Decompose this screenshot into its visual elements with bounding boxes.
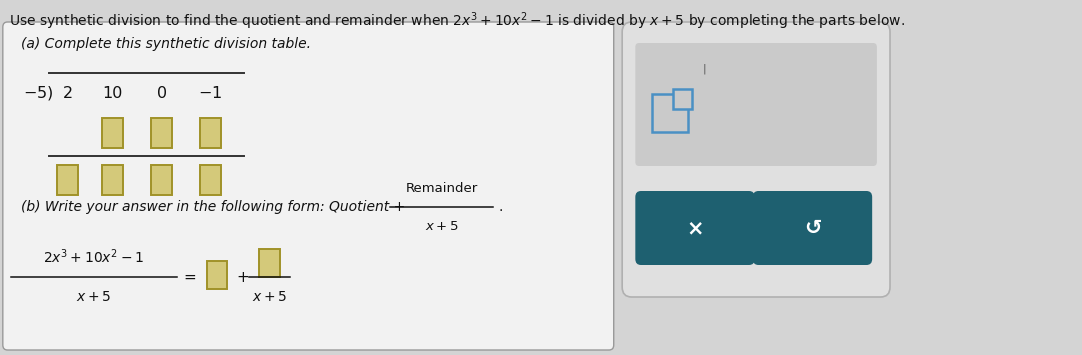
Text: |: | — [703, 64, 707, 74]
Bar — [200, 165, 221, 195]
Text: (b) Write your answer in the following form: Quotient +: (b) Write your answer in the following f… — [21, 200, 405, 214]
Text: Use synthetic division to find the quotient and remainder when $2x^3 + 10x^2 - 1: Use synthetic division to find the quoti… — [10, 10, 906, 32]
Bar — [260, 249, 280, 277]
FancyBboxPatch shape — [3, 22, 613, 350]
Bar — [57, 165, 78, 195]
Text: =: = — [184, 269, 196, 284]
Bar — [103, 118, 123, 148]
Text: $x+5$: $x+5$ — [252, 290, 288, 304]
Text: ↺: ↺ — [804, 218, 821, 238]
Bar — [673, 89, 691, 109]
Text: 2: 2 — [63, 86, 72, 100]
Bar — [103, 165, 123, 195]
Text: Remainder: Remainder — [406, 182, 478, 196]
Text: $-1$: $-1$ — [198, 85, 223, 101]
Text: (a) Complete this synthetic division table.: (a) Complete this synthetic division tab… — [21, 37, 311, 51]
Text: $x+5$: $x+5$ — [425, 220, 459, 234]
Bar — [151, 165, 172, 195]
Text: +: + — [236, 269, 249, 284]
Text: .: . — [498, 200, 502, 214]
Bar — [151, 118, 172, 148]
Text: 10: 10 — [103, 86, 123, 100]
Text: ×: × — [686, 218, 703, 238]
FancyBboxPatch shape — [635, 43, 876, 166]
Bar — [200, 118, 221, 148]
Text: 0: 0 — [157, 86, 167, 100]
Bar — [652, 94, 688, 132]
FancyBboxPatch shape — [753, 191, 872, 265]
Text: $x+5$: $x+5$ — [77, 290, 111, 304]
Text: $-5)$: $-5)$ — [24, 84, 54, 102]
FancyBboxPatch shape — [622, 22, 890, 297]
Text: $2x^3 + 10x^2 - 1$: $2x^3 + 10x^2 - 1$ — [43, 248, 145, 266]
FancyBboxPatch shape — [635, 191, 754, 265]
Bar — [207, 261, 227, 289]
